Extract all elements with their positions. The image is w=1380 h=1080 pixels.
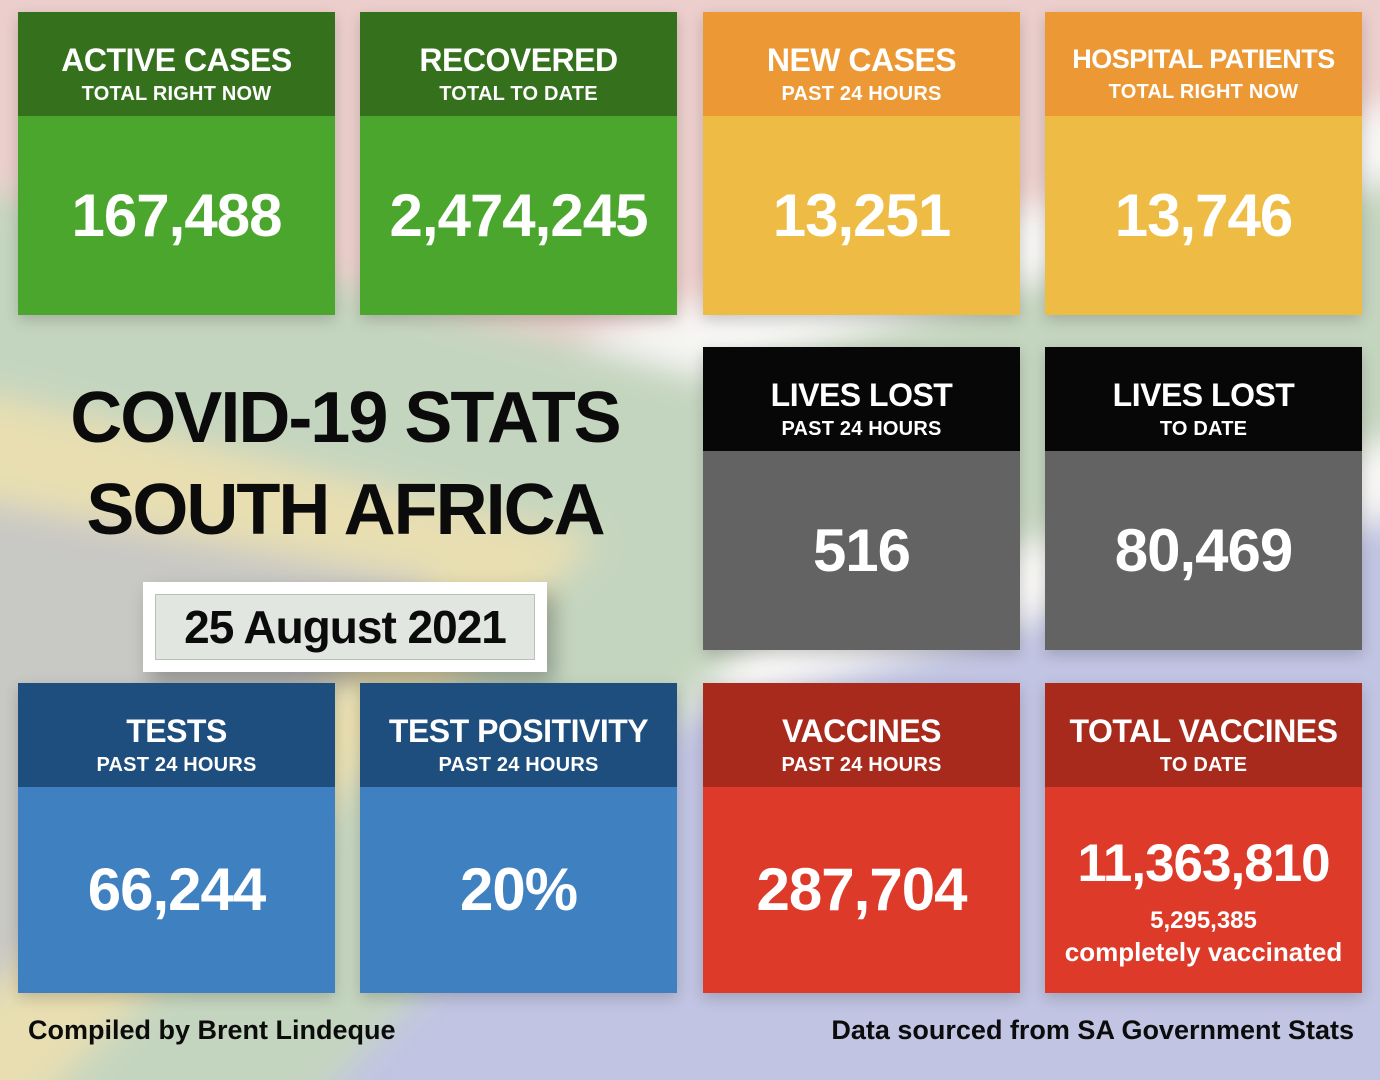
card-sublabel: PAST 24 HOURS: [438, 754, 599, 777]
stat-value: 516: [812, 516, 911, 584]
stat-card-recovered: RECOVERED TOTAL TO DATE 2,474,245: [360, 12, 677, 315]
card-body: 80,469: [1045, 451, 1362, 650]
stat-card-total-vaccines: TOTAL VACCINES TO DATE 11,363,810 5,295,…: [1045, 683, 1362, 993]
card-label: LIVES LOST: [770, 376, 953, 413]
card-label: ACTIVE CASES: [61, 41, 292, 78]
card-body: 2,474,245: [360, 116, 677, 315]
card-sublabel: TOTAL RIGHT NOW: [81, 83, 272, 106]
card-body: 13,746: [1045, 116, 1362, 315]
card-header: LIVES LOST PAST 24 HOURS: [703, 347, 1020, 451]
card-sublabel: TO DATE: [1159, 754, 1248, 777]
card-body: 20%: [360, 787, 677, 993]
footer-credit: Compiled by Brent Lindeque: [28, 1015, 396, 1045]
card-body: 66,244: [18, 787, 335, 993]
date-text: 25 August 2021: [155, 594, 535, 660]
card-header: NEW CASES PAST 24 HOURS: [703, 12, 1020, 116]
stat-card-vaccines-24h: VACCINES PAST 24 HOURS 287,704: [703, 683, 1020, 993]
card-label: TOTAL VACCINES: [1069, 712, 1338, 749]
card-sublabel: PAST 24 HOURS: [781, 754, 942, 777]
card-sublabel: PAST 24 HOURS: [781, 83, 942, 106]
stat-value: 11,363,810: [1077, 834, 1330, 894]
footer-source: Data sourced from SA Government Stats: [831, 1015, 1354, 1045]
card-body: 13,251: [703, 116, 1020, 315]
stat-value: 2,474,245: [389, 181, 649, 249]
card-header: TESTS PAST 24 HOURS: [18, 683, 335, 787]
date-badge: 25 August 2021: [143, 582, 547, 672]
stat-value: 167,488: [71, 181, 283, 249]
card-sublabel: TOTAL RIGHT NOW: [1108, 80, 1299, 103]
card-label: LIVES LOST: [1112, 376, 1295, 413]
card-header: VACCINES PAST 24 HOURS: [703, 683, 1020, 787]
fully-vaccinated-note: 5,295,385 completely vaccinated: [1065, 906, 1342, 969]
card-label: RECOVERED: [419, 41, 618, 78]
stat-value: 13,251: [772, 181, 952, 249]
card-sublabel: PAST 24 HOURS: [96, 754, 257, 777]
card-header: TEST POSITIVITY PAST 24 HOURS: [360, 683, 677, 787]
stat-value: 80,469: [1114, 516, 1294, 584]
stat-value: 66,244: [87, 856, 267, 923]
card-body: 11,363,810 5,295,385 completely vaccinat…: [1045, 787, 1362, 993]
stat-card-active-cases: ACTIVE CASES TOTAL RIGHT NOW 167,488: [18, 12, 335, 315]
fully-vaccinated-label: completely vaccinated: [1064, 937, 1343, 968]
stat-value: 287,704: [756, 856, 968, 923]
card-header: RECOVERED TOTAL TO DATE: [360, 12, 677, 116]
card-label: NEW CASES: [766, 41, 957, 78]
card-label: HOSPITAL PATIENTS: [1072, 44, 1335, 75]
stat-value: 13,746: [1114, 181, 1294, 249]
stat-card-lives-lost-total: LIVES LOST TO DATE 80,469: [1045, 347, 1362, 650]
stat-card-lives-lost-24h: LIVES LOST PAST 24 HOURS 516: [703, 347, 1020, 650]
card-body: 516: [703, 451, 1020, 650]
title-line-1: COVID-19 STATS: [70, 378, 621, 458]
stat-card-tests: TESTS PAST 24 HOURS 66,244: [18, 683, 335, 993]
card-header: LIVES LOST TO DATE: [1045, 347, 1362, 451]
card-header: TOTAL VACCINES TO DATE: [1045, 683, 1362, 787]
stat-card-new-cases: NEW CASES PAST 24 HOURS 13,251: [703, 12, 1020, 315]
card-label: VACCINES: [782, 712, 941, 749]
title-line-2: SOUTH AFRICA: [86, 470, 605, 550]
card-body: 287,704: [703, 787, 1020, 993]
card-header: ACTIVE CASES TOTAL RIGHT NOW: [18, 12, 335, 116]
card-body: 167,488: [18, 116, 335, 315]
card-sublabel: TOTAL TO DATE: [439, 83, 598, 106]
card-label: TEST POSITIVITY: [388, 712, 649, 749]
card-sublabel: TO DATE: [1159, 418, 1248, 441]
card-label: TESTS: [126, 712, 227, 749]
stat-card-test-positivity: TEST POSITIVITY PAST 24 HOURS 20%: [360, 683, 677, 993]
fully-vaccinated-count: 5,295,385: [1150, 907, 1257, 935]
stat-value: 20%: [459, 856, 578, 923]
card-sublabel: PAST 24 HOURS: [781, 418, 942, 441]
page-title: COVID-19 STATS SOUTH AFRICA 25 August 20…: [0, 372, 690, 672]
card-header: HOSPITAL PATIENTS TOTAL RIGHT NOW: [1045, 12, 1362, 116]
stat-card-hospital-patients: HOSPITAL PATIENTS TOTAL RIGHT NOW 13,746: [1045, 12, 1362, 315]
